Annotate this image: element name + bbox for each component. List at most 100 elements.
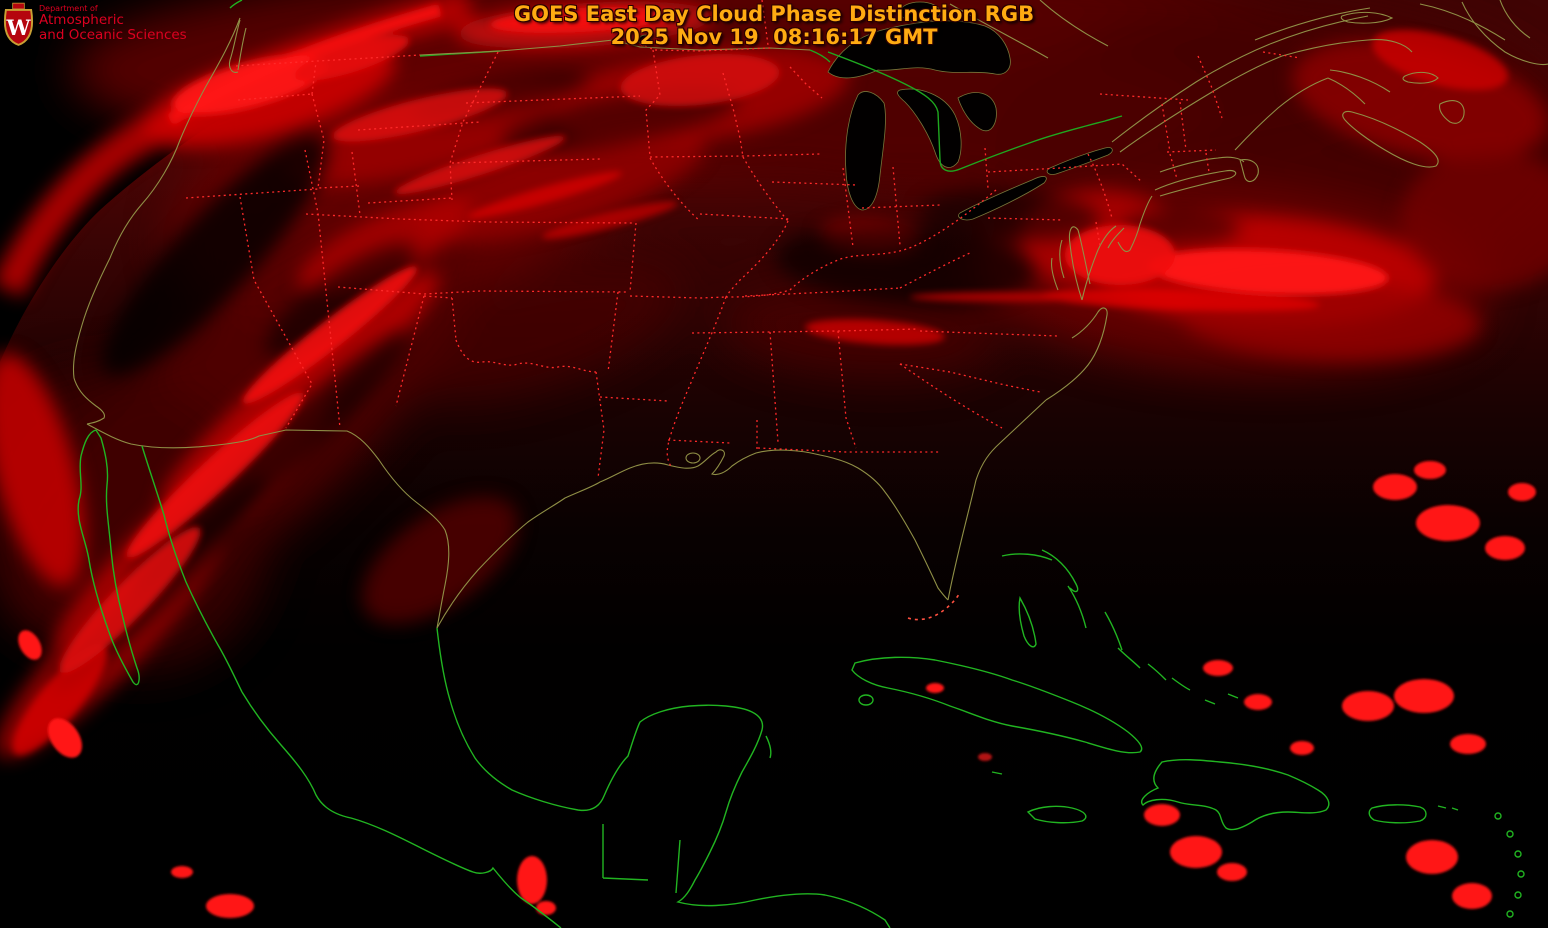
state-borders-layer xyxy=(185,0,1301,479)
lake-superior xyxy=(827,20,1011,79)
border-37n xyxy=(337,286,629,295)
border-canada-west xyxy=(235,54,421,67)
logo-text-block: Department of Atmospheric and Oceanic Sc… xyxy=(39,2,187,43)
logo-name-line1: Atmospheric xyxy=(39,12,124,28)
border-mo-ia xyxy=(699,213,791,220)
border-tn-ky xyxy=(744,287,901,297)
border-me-canada xyxy=(1262,51,1301,59)
border-nc-sc xyxy=(899,363,1041,393)
lesser-antilles xyxy=(1437,805,1459,811)
anticosti-island xyxy=(1340,11,1394,24)
mexico-gulf-coast xyxy=(436,627,891,928)
border-ar-la xyxy=(599,396,669,402)
border-mo-ar xyxy=(629,295,727,299)
border-fl-ga xyxy=(756,420,940,453)
puerto-rico xyxy=(1368,804,1427,824)
bahamas xyxy=(1001,549,1239,705)
lake-michigan xyxy=(845,91,886,211)
border-ks-mo xyxy=(629,222,637,293)
puget-sound xyxy=(228,19,247,73)
border-ohio-river xyxy=(725,189,997,298)
border-manitoba-ontario xyxy=(761,0,769,46)
logo-department-line: Department of xyxy=(39,4,98,13)
border-in-oh xyxy=(892,166,901,246)
prince-edward-island xyxy=(1402,71,1439,84)
lake-erie xyxy=(958,176,1047,221)
mexico-pacific-coast xyxy=(241,691,562,928)
lake-ontario xyxy=(1046,147,1113,175)
border-35n xyxy=(691,328,919,334)
st-lawrence-river xyxy=(1111,43,1283,153)
southeast-coast xyxy=(947,399,1047,601)
lake-pontchartrain xyxy=(685,452,701,464)
border-nd-sd xyxy=(465,95,641,104)
nova-scotia xyxy=(1342,100,1465,168)
border-or-id xyxy=(311,93,361,189)
bay-of-fundy xyxy=(1327,69,1391,105)
new-jersey-coast xyxy=(1117,195,1153,253)
uw-aos-logo: W Department of Atmospheric and Oceanic … xyxy=(2,2,187,47)
border-mt-wy-45n xyxy=(357,121,481,131)
border-in-il xyxy=(842,167,854,248)
border-oh-pa xyxy=(984,147,989,189)
vancouver-island-tip xyxy=(229,0,243,9)
border-mississippi-upper xyxy=(742,156,789,222)
long-island xyxy=(1154,170,1237,197)
uw-crest-icon: W xyxy=(3,2,34,46)
lake-nipigon xyxy=(899,1,941,23)
border-wa-or xyxy=(237,61,317,101)
pacific-coast xyxy=(72,17,241,425)
new-england-coast xyxy=(1159,77,1329,183)
border-mason-dixon xyxy=(987,217,1063,221)
crest-monogram: W xyxy=(6,16,32,41)
international-coastline-layer xyxy=(77,0,1525,928)
georgian-bay xyxy=(957,92,997,132)
border-40n xyxy=(305,213,634,224)
lake-huron xyxy=(897,88,962,168)
border-il-mo xyxy=(725,220,789,298)
gulf-of-california-coast xyxy=(141,445,243,693)
lake-of-the-woods xyxy=(638,34,652,46)
cloud-convective-spots xyxy=(18,461,1536,918)
border-il-wi xyxy=(771,181,858,186)
border-ny-pa xyxy=(987,163,1143,183)
delmarva-coast xyxy=(1081,225,1125,301)
cayman-islands xyxy=(991,771,1003,775)
us-mexico-border xyxy=(86,423,450,629)
border-delaware-river xyxy=(1087,153,1113,247)
border-nh-me xyxy=(1197,55,1223,119)
border-wi-mi xyxy=(789,66,823,99)
isle-of-youth xyxy=(858,694,874,706)
chesapeake-bay xyxy=(1050,226,1091,301)
border-missouri-river xyxy=(649,157,701,222)
us-coastline-layer xyxy=(72,0,1548,629)
gulf-coast xyxy=(436,449,949,629)
carolina-coast xyxy=(1045,307,1108,401)
hispaniola xyxy=(1141,759,1330,831)
border-mn-wi xyxy=(722,72,744,158)
great-lakes xyxy=(638,1,1113,221)
ontario-rivers xyxy=(949,0,1109,59)
border-or-ca xyxy=(185,188,319,199)
border-canada-mn xyxy=(639,43,771,52)
florida-keys xyxy=(907,591,961,621)
border-red-river xyxy=(455,339,597,373)
quebec-north-shore xyxy=(1254,3,1506,41)
border-ms-al xyxy=(769,331,779,443)
border-mn-nd xyxy=(645,49,661,158)
baja-california xyxy=(77,429,140,686)
cloud-layer-bright xyxy=(12,3,1508,756)
gulf-st-lawrence-shores xyxy=(1269,15,1413,57)
newfoundland-coast xyxy=(1461,0,1548,66)
guatemala-belize-borders xyxy=(602,824,681,894)
jamaica xyxy=(1026,805,1087,824)
cuba xyxy=(851,656,1143,754)
cozumel xyxy=(765,735,772,759)
border-ga-sc xyxy=(899,363,1003,429)
border-ma-s xyxy=(1166,149,1217,180)
border-tx-panhandle xyxy=(395,295,457,407)
border-104w xyxy=(449,51,499,201)
border-mi-s xyxy=(861,204,941,209)
